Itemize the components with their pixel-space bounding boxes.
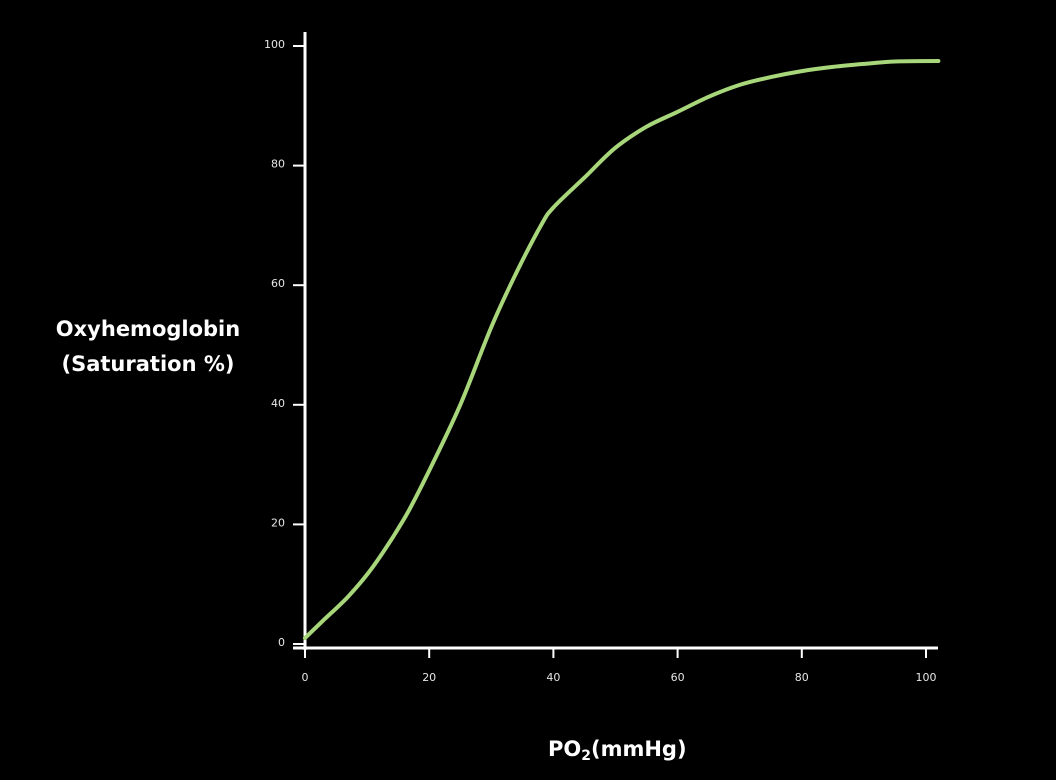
y-tick-label: 40 — [271, 397, 285, 410]
y-tick-label: 60 — [271, 277, 285, 290]
y-tick-label: 100 — [264, 38, 285, 51]
y-axis-label-line1: Oxyhemoglobin — [55, 317, 241, 341]
x-tick-label: 60 — [671, 671, 685, 684]
x-axis-label: PO2(mmHg) — [548, 737, 687, 764]
axis-ticks: 0 20 40 60 80 100 0 20 40 60 80 100 — [264, 38, 937, 684]
x-tick-label: 0 — [302, 671, 309, 684]
x-tick-label: 20 — [422, 671, 436, 684]
y-tick-label: 20 — [271, 516, 285, 529]
y-axis-label: Oxyhemoglobin (Saturation %) — [38, 312, 258, 382]
saturation-curve — [303, 59, 941, 640]
y-tick-label: 80 — [271, 158, 285, 171]
x-tick-label: 80 — [795, 671, 809, 684]
x-axis-label-subscript: 2 — [581, 748, 591, 764]
x-axis-label-main: PO — [548, 737, 582, 761]
x-tick-label: 100 — [916, 671, 937, 684]
x-axis-label-unit: (mmHg) — [591, 737, 687, 761]
y-tick-label: 0 — [278, 636, 285, 649]
y-axis-label-line2: (Saturation %) — [61, 352, 235, 376]
x-tick-label: 40 — [546, 671, 560, 684]
